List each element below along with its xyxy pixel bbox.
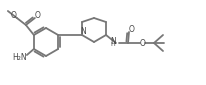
Text: H₂N: H₂N — [13, 53, 27, 62]
Text: O: O — [11, 11, 17, 20]
Text: N: N — [80, 27, 85, 36]
Text: O: O — [128, 25, 134, 34]
Text: H: H — [110, 42, 115, 48]
Text: N: N — [110, 36, 115, 45]
Text: O: O — [35, 11, 41, 20]
Text: O: O — [139, 39, 145, 48]
